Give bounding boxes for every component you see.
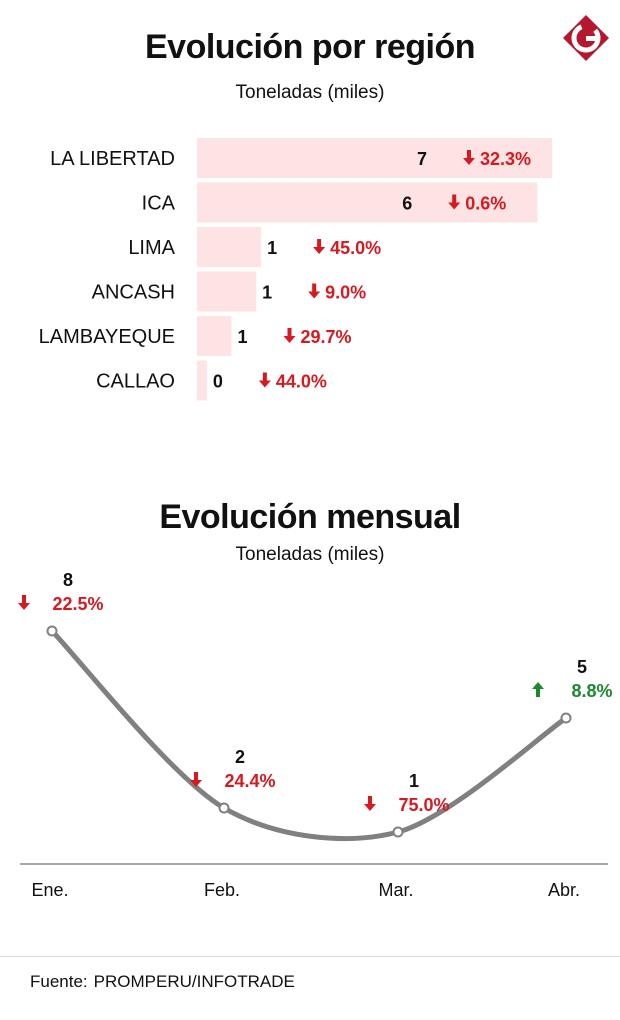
bar-row: CALLAO 0 44.0%: [96, 360, 327, 401]
monthly-chart-title: Evolución mensual: [159, 498, 461, 536]
data-point: [218, 802, 230, 814]
category-label: LAMBAYEQUE: [39, 326, 175, 348]
region-bar-chart: LA LIBERTAD 7 32.3% ICA 6 0.6% LIMA 1 45.0% ANCAS…: [39, 138, 552, 401]
category-label: LIMA: [128, 237, 175, 259]
arrow-down-icon: [364, 796, 376, 811]
source-note: Fuente: PROMPERU/INFOTRADE: [30, 972, 295, 992]
bar: [197, 227, 262, 267]
bar-value-label: 1: [237, 327, 247, 347]
x-tick-label: Ene.: [31, 880, 68, 900]
point-value-label: 2: [235, 747, 245, 767]
point-annotation: 5 8.8%: [532, 657, 613, 701]
brand-logo: [562, 14, 610, 62]
data-point: [392, 826, 404, 838]
arrow-down-icon: [258, 372, 271, 388]
bar-row: LA LIBERTAD 7 32.3%: [50, 138, 552, 178]
monthly-chart-subtitle: Toneladas (miles): [235, 544, 385, 565]
source-value: PROMPERU/INFOTRADE: [93, 972, 295, 991]
change-label: 32.3%: [480, 149, 531, 169]
arrow-down-icon: [18, 595, 30, 610]
category-label: ANCASH: [92, 282, 175, 304]
category-label: ICA: [142, 193, 176, 215]
bar-value-label: 1: [262, 283, 272, 303]
point-annotation: 2 24.4%: [190, 747, 276, 791]
point-annotation: 1 75.0%: [364, 771, 450, 815]
arrow-down-icon: [308, 283, 321, 299]
point-value-label: 5: [577, 657, 587, 677]
bar-value-label: 1: [267, 238, 277, 258]
bar: [197, 316, 232, 356]
x-tick-label: Abr.: [548, 880, 580, 900]
monthly-line-chart: 8 22.5% Ene. 2 24.4% Feb. 1 75.0% Mar. 5 8.8% Abr.: [18, 570, 613, 900]
change-label: 45.0%: [330, 238, 381, 258]
point-change-label: 75.0%: [398, 795, 449, 815]
point-change-label: 24.4%: [224, 771, 275, 791]
category-label: CALLAO: [96, 371, 175, 393]
change-label: 9.0%: [325, 283, 366, 303]
category-label: LA LIBERTAD: [50, 148, 175, 170]
series-line: [49, 628, 569, 841]
bar-row: LAMBAYEQUE 1 29.7%: [39, 316, 352, 356]
arrow-down-icon: [463, 150, 475, 165]
arrow-down-icon: [283, 328, 296, 343]
bar-row: ANCASH 1 9.0%: [92, 271, 366, 312]
region-chart-title: Evolución por región: [144, 28, 476, 66]
bar-row: ICA 6 0.6%: [142, 182, 538, 223]
data-point: [560, 712, 572, 724]
bar-value-label: 0: [213, 372, 223, 392]
point-change-label: 8.8%: [571, 681, 612, 701]
arrow-down-icon: [448, 194, 461, 210]
bar: [197, 138, 552, 178]
change-label: 0.6%: [465, 194, 506, 214]
region-chart-subtitle: Toneladas (miles): [235, 82, 385, 103]
x-tick-label: Mar.: [378, 880, 413, 900]
bar: [197, 182, 538, 223]
point-annotation: 8 22.5%: [18, 570, 104, 614]
bar: [197, 271, 257, 312]
data-point: [46, 625, 58, 637]
change-label: 44.0%: [276, 372, 327, 392]
arrow-down-icon: [190, 772, 202, 787]
point-value-label: 1: [409, 771, 419, 791]
arrow-up-icon: [532, 682, 544, 697]
change-label: 29.7%: [301, 327, 352, 347]
bar-row: LIMA 1 45.0%: [128, 227, 381, 267]
point-value-label: 8: [63, 570, 73, 590]
x-tick-label: Feb.: [204, 880, 240, 900]
arrow-down-icon: [313, 239, 326, 254]
source-label: Fuente:: [30, 972, 88, 991]
bar-value-label: 7: [417, 149, 427, 169]
bar: [197, 360, 207, 401]
footer-divider: [0, 956, 620, 957]
bar-value-label: 6: [402, 194, 412, 214]
point-change-label: 22.5%: [52, 594, 103, 614]
